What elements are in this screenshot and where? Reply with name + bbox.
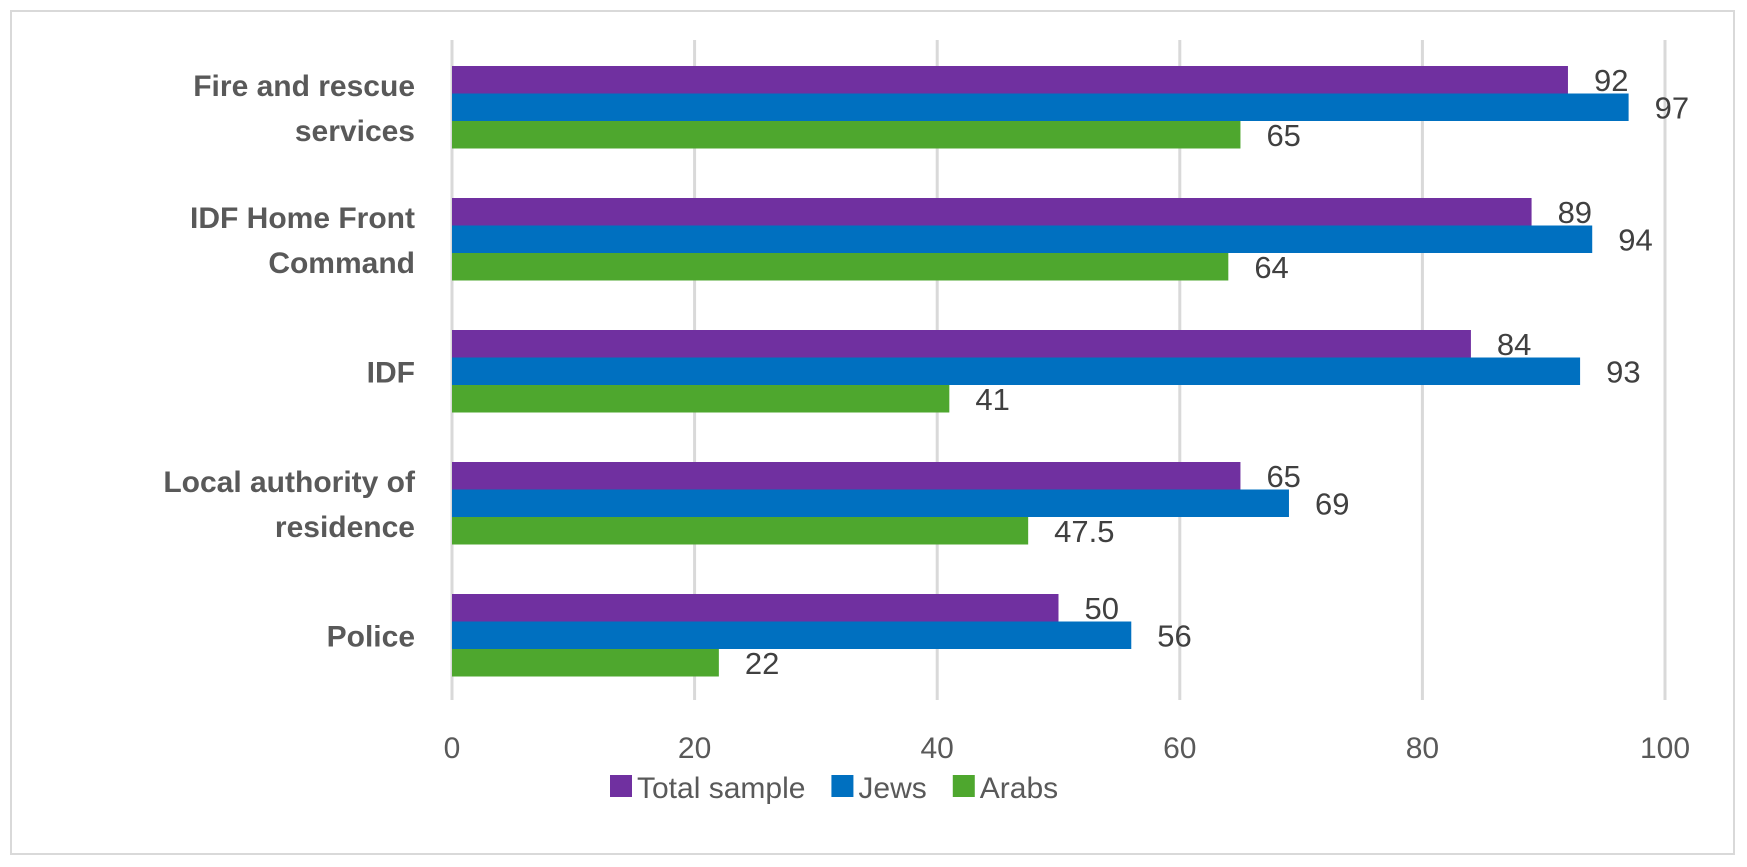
data-label: 93 xyxy=(1606,354,1640,389)
x-tick-label: 80 xyxy=(1406,732,1439,765)
data-label: 92 xyxy=(1594,63,1628,98)
data-label: 89 xyxy=(1558,195,1592,230)
legend-label: Arabs xyxy=(980,772,1058,805)
legend-swatch xyxy=(831,775,854,797)
bar-arabs xyxy=(452,517,1029,545)
category-label: Local authority of residence xyxy=(163,466,416,544)
bar-arabs xyxy=(452,253,1229,281)
bar-arabs xyxy=(452,121,1241,149)
bar-jews xyxy=(452,225,1593,253)
data-label: 65 xyxy=(1266,118,1300,153)
x-tick-label: 40 xyxy=(921,732,954,765)
data-label: 94 xyxy=(1618,222,1652,257)
data-label: 41 xyxy=(975,382,1009,417)
legend-swatch xyxy=(952,775,975,797)
x-tick-label: 0 xyxy=(444,732,461,765)
legend-label: Jews xyxy=(858,772,926,805)
category-labels: Fire and rescue services IDF Home Front Com… xyxy=(163,70,416,654)
bar-total-sample xyxy=(452,330,1471,358)
legend: Total sample Jews Arabs xyxy=(610,772,1058,805)
legend-swatch xyxy=(610,775,632,797)
x-tick-label: 60 xyxy=(1163,732,1196,765)
bar-total-sample xyxy=(452,198,1532,226)
bar-jews xyxy=(452,93,1629,121)
chart-frame xyxy=(10,10,1735,855)
bar-jews xyxy=(452,489,1289,517)
legend-label: Total sample xyxy=(637,772,805,805)
data-labels: 92 97 65 89 94 64 84 93 41 65 69 47.5 50 56 22 xyxy=(745,63,1689,681)
data-label: 56 xyxy=(1157,618,1191,653)
x-tick-labels: 0 20 40 60 80 100 xyxy=(444,732,1690,765)
data-label: 65 xyxy=(1266,459,1300,494)
data-label: 47.5 xyxy=(1054,514,1114,549)
data-label: 84 xyxy=(1497,327,1531,362)
bar-jews xyxy=(452,357,1581,385)
bar-arabs xyxy=(452,385,950,413)
bar-jews xyxy=(452,621,1132,649)
data-label: 69 xyxy=(1315,486,1349,521)
data-label: 22 xyxy=(745,646,779,681)
bar-total-sample xyxy=(452,462,1241,490)
bar-total-sample xyxy=(452,594,1059,622)
category-label: Fire and rescue services xyxy=(193,70,415,148)
bar-arabs xyxy=(452,649,719,677)
category-label: Police xyxy=(327,620,415,653)
x-tick-label: 20 xyxy=(678,732,711,765)
bar-total-sample xyxy=(452,66,1568,94)
data-label: 64 xyxy=(1254,250,1288,285)
data-label: 50 xyxy=(1085,591,1119,626)
category-label: IDF xyxy=(367,356,415,389)
data-label: 97 xyxy=(1655,90,1689,125)
bars xyxy=(452,66,1629,677)
x-tick-label: 100 xyxy=(1640,732,1690,765)
category-label: IDF Home Front Command xyxy=(190,202,415,280)
